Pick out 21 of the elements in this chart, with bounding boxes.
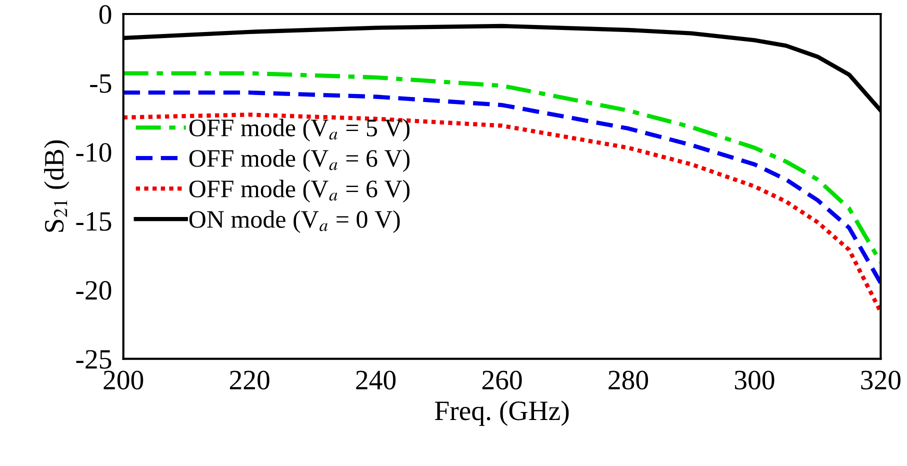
line-series <box>123 71 881 264</box>
y-axis-title: S$_{21}$ (dB) <box>44 140 70 232</box>
x-tick-label: 200 <box>104 370 144 390</box>
y-tick-label: -15 <box>76 212 112 231</box>
y-tick-label: 0 <box>99 5 112 24</box>
legend-label: OFF mode (V$_{a}$ = 5 V) <box>189 118 410 142</box>
x-tick-label: 260 <box>482 370 522 390</box>
legend-label: ON mode (V$_{a}$ = 0 V) <box>189 210 400 233</box>
legend-label: OFF mode (V$_{a}$ = 6 V) <box>189 180 410 202</box>
x-tick-label: 280 <box>608 370 648 390</box>
line-series <box>123 90 881 286</box>
x-tick-label: 300 <box>734 370 774 390</box>
legend-label: OFF mode (V$_{a}$ = 6 V) <box>189 149 410 172</box>
x-axis-title: Freq. (GHz) <box>434 400 569 426</box>
y-tick-label: -25 <box>76 350 112 369</box>
x-tick-label: 240 <box>356 370 396 390</box>
x-tick-label: 320 <box>861 370 900 390</box>
x-tick-label: 220 <box>230 370 270 390</box>
y-tick-label: -20 <box>76 281 112 300</box>
y-tick-label: -10 <box>76 143 112 162</box>
y-tick-label: -5 <box>90 74 112 93</box>
